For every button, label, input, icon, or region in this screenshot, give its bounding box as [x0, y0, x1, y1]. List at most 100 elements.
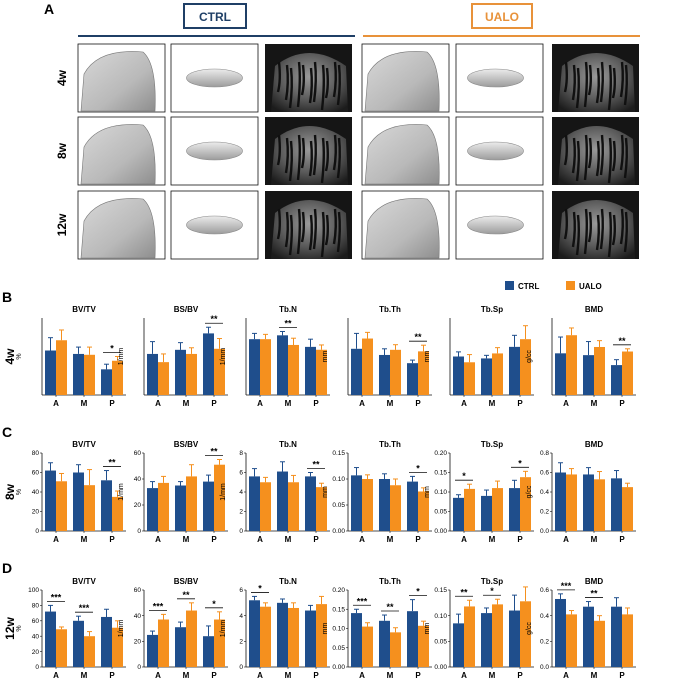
chart-title: Tb.Th	[379, 440, 401, 449]
legend-ctrl-swatch	[505, 281, 514, 290]
row-label-12w: 12w	[3, 616, 17, 639]
y-tick-label: 0.6	[540, 587, 549, 594]
significance-label: **	[414, 332, 422, 342]
y-tick-label: 40	[134, 613, 142, 620]
bar-ualo-m	[288, 482, 299, 531]
bar-ualo-p	[316, 604, 327, 667]
trabecula	[619, 208, 624, 245]
bar-ctrl-a	[45, 350, 56, 395]
y-axis-unit: g/cc	[526, 622, 533, 635]
bar-ualo-a	[566, 614, 577, 667]
trabecula	[276, 208, 281, 240]
y-tick-label: 0.10	[332, 626, 345, 633]
ualo-group-box	[471, 3, 533, 29]
bar-ualo-m	[492, 353, 503, 395]
trabecula	[332, 134, 337, 171]
trabecula	[308, 67, 313, 104]
bar-ctrl-m	[175, 485, 186, 531]
significance-label: *	[490, 586, 494, 596]
x-tick-label: M	[285, 671, 292, 680]
row-label-8w: 8w	[55, 142, 69, 159]
trabecula	[300, 64, 305, 96]
bar-ctrl-p	[611, 365, 622, 395]
chart-title: Tb.Th	[379, 305, 401, 314]
bar-ualo-a	[260, 482, 271, 531]
trabecula	[332, 61, 337, 98]
significance-label: **	[386, 602, 394, 612]
y-tick-label: 2	[239, 639, 243, 646]
x-tick-label: A	[359, 535, 365, 544]
bar-ctrl-p	[611, 478, 622, 531]
y-tick-label: 0.15	[332, 606, 345, 613]
trabecula	[300, 211, 305, 243]
significance-label: *	[518, 458, 522, 468]
y-tick-label: 40	[32, 633, 40, 640]
trabecula	[595, 140, 600, 177]
bar-ctrl-p	[101, 616, 112, 667]
y-tick-label: 2	[239, 509, 243, 516]
y-tick-label: 40	[134, 476, 142, 483]
bar-ualo-p	[214, 348, 225, 395]
y-axis-unit: %	[16, 489, 23, 495]
chart-title: BS/BV	[174, 440, 199, 449]
bar-ctrl-a	[453, 356, 464, 395]
bar-ualo-a	[56, 481, 67, 531]
legend-ctrl-label: CTRL	[518, 282, 539, 291]
y-tick-label: 0.05	[434, 639, 447, 646]
ualo-group-label: UALO	[485, 10, 519, 24]
trabecula	[611, 140, 616, 172]
bar-ualo-m	[84, 485, 95, 531]
bar-ctrl-p	[305, 610, 316, 667]
y-axis-unit: g/cc	[526, 350, 533, 363]
trabecula	[595, 214, 600, 251]
bar-ctrl-m	[379, 354, 390, 395]
y-axis-unit: mm	[322, 351, 329, 363]
x-tick-label: M	[387, 671, 394, 680]
chart-8w-tbsp: Tb.Sp mm 0.00 0.05 0.10 0.15 0.20 A * M P *	[424, 440, 534, 544]
x-tick-label: A	[155, 671, 161, 680]
bar-ctrl-a	[555, 353, 566, 395]
y-axis-unit: mm	[424, 623, 431, 635]
chart-12w-bsbv: BS/BV 1/mm 0 20 40 60 A *** M ** P *	[118, 577, 228, 680]
bar-ualo-a	[464, 606, 475, 667]
x-tick-label: P	[211, 399, 217, 408]
chart-title: BMD	[585, 577, 603, 586]
significance-label: ***	[561, 581, 572, 591]
trabecula	[324, 140, 329, 172]
trabecula	[575, 67, 580, 109]
x-tick-label: A	[461, 535, 467, 544]
chart-title: Tb.N	[279, 577, 297, 586]
y-axis-unit: 1/mm	[220, 348, 227, 366]
bone-cross-section	[467, 215, 524, 235]
bone-3d-view	[364, 124, 440, 185]
y-axis-unit: %	[16, 625, 23, 631]
y-tick-label: 60	[32, 470, 40, 477]
bar-ualo-p	[418, 491, 429, 531]
bar-ualo-m	[594, 479, 605, 531]
trabecula	[595, 67, 600, 104]
bar-ctrl-p	[407, 363, 418, 395]
bar-ctrl-m	[73, 620, 84, 667]
chart-12w-bvtv: BV/TV% 0 20 40 60 80 100 A *** M *** P	[16, 577, 126, 680]
image-4w-4	[455, 43, 544, 113]
x-tick-label: P	[109, 671, 115, 680]
ctrl-group-label: CTRL	[199, 10, 231, 24]
y-axis-unit: mm	[424, 351, 431, 363]
bar-ualo-a	[158, 482, 169, 531]
y-tick-label: 0	[137, 528, 141, 535]
trabecula	[336, 137, 341, 179]
bar-ualo-m	[390, 632, 401, 667]
x-tick-label: P	[109, 399, 115, 408]
bar-ualo-m	[594, 346, 605, 395]
bar-ualo-m	[492, 604, 503, 667]
significance-label: *	[462, 471, 466, 481]
bar-ctrl-m	[175, 627, 186, 667]
x-tick-label: A	[359, 399, 365, 408]
significance-label: **	[108, 458, 116, 468]
bone-cross-section	[467, 68, 524, 88]
bar-ualo-a	[464, 362, 475, 395]
y-tick-label: 6	[239, 587, 243, 594]
trabecula	[611, 214, 616, 246]
bar-ctrl-p	[407, 481, 418, 531]
bar-ualo-p	[112, 496, 123, 531]
